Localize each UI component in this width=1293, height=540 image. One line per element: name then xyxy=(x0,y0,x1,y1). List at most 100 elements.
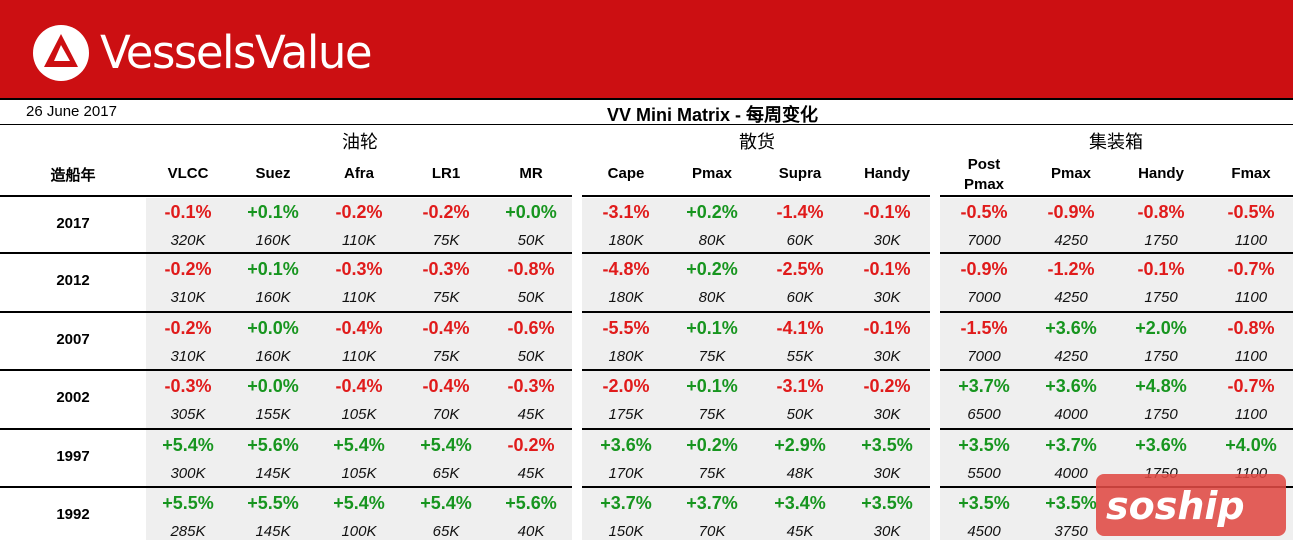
row-separator xyxy=(582,369,930,371)
change-pct: -0.5% xyxy=(1227,202,1275,222)
change-pct: +0.1% xyxy=(686,318,738,338)
vessel-value: 30K xyxy=(873,406,901,423)
column-header: Pmax xyxy=(1050,165,1092,182)
change-pct: -3.1% xyxy=(602,202,650,222)
vessel-value: 70K xyxy=(698,523,726,540)
change-pct: +5.6% xyxy=(247,435,299,455)
vessel-value: 4500 xyxy=(967,523,1001,540)
column-header: Afra xyxy=(343,165,374,182)
vessel-value: 310K xyxy=(170,289,206,306)
vessel-value: 1100 xyxy=(1234,232,1268,249)
vessel-value: 50K xyxy=(517,348,545,365)
row-separator xyxy=(0,369,572,371)
change-pct: -1.5% xyxy=(960,318,1008,338)
change-pct: +3.6% xyxy=(1045,376,1097,396)
change-pct: -0.1% xyxy=(863,202,911,222)
column-header: Cape xyxy=(607,165,645,182)
vessel-value: 30K xyxy=(873,289,901,306)
vessel-value: 1100 xyxy=(1234,348,1268,365)
vessel-value: 60K xyxy=(786,289,814,306)
row-year: 1997 xyxy=(56,448,90,465)
change-pct: +0.0% xyxy=(505,202,557,222)
row-separator xyxy=(582,311,930,313)
change-pct: -0.2% xyxy=(507,435,555,455)
vessel-value: 105K xyxy=(341,465,377,482)
change-pct: +5.5% xyxy=(162,493,214,513)
row-separator xyxy=(0,486,572,488)
change-pct: +5.4% xyxy=(420,493,472,513)
change-pct: +3.5% xyxy=(861,435,913,455)
change-pct: +3.5% xyxy=(958,435,1010,455)
vessel-value: 30K xyxy=(873,232,901,249)
vessel-value: 285K xyxy=(170,523,206,540)
vessel-value: 4250 xyxy=(1054,232,1088,249)
row-separator xyxy=(582,195,930,197)
change-pct: +4.8% xyxy=(1135,376,1187,396)
brand-name: VesselsValue xyxy=(100,26,373,79)
change-pct: -0.7% xyxy=(1227,376,1275,396)
column-header: LR1 xyxy=(431,165,461,182)
vessel-value: 110K xyxy=(342,289,376,306)
vessel-value: 105K xyxy=(341,406,377,423)
change-pct: +3.6% xyxy=(1135,435,1187,455)
vessel-value: 145K xyxy=(255,465,291,482)
change-pct: +0.1% xyxy=(686,376,738,396)
change-pct: +4.0% xyxy=(1225,435,1277,455)
change-pct: -2.0% xyxy=(602,376,650,396)
change-pct: -3.1% xyxy=(776,376,824,396)
vessel-value: 1750 xyxy=(1144,232,1178,249)
change-pct: +5.4% xyxy=(333,435,385,455)
column-header: Pmax xyxy=(691,165,733,182)
change-pct: +5.5% xyxy=(247,493,299,513)
vessel-value: 5500 xyxy=(967,465,1001,482)
vessel-value: 310K xyxy=(170,348,206,365)
vessel-value: 48K xyxy=(786,465,814,482)
change-pct: -0.7% xyxy=(1227,259,1275,279)
vessel-value: 150K xyxy=(608,523,644,540)
vessel-value: 65K xyxy=(432,523,460,540)
change-pct: +0.0% xyxy=(247,376,299,396)
change-pct: -0.1% xyxy=(1137,259,1185,279)
vessel-value: 110K xyxy=(342,232,376,249)
change-pct: -0.2% xyxy=(164,259,212,279)
group-header: 油轮 xyxy=(342,132,378,152)
vessel-value: 70K xyxy=(432,406,460,423)
column-header: Handy xyxy=(1138,165,1184,182)
change-pct: +5.4% xyxy=(333,493,385,513)
change-pct: -4.1% xyxy=(776,318,824,338)
group-header: 集装箱 xyxy=(1089,132,1143,152)
vessel-value: 75K xyxy=(698,406,726,423)
vessel-value: 80K xyxy=(698,232,726,249)
column-header: Fmax xyxy=(1231,165,1271,182)
vessel-value: 4000 xyxy=(1054,406,1088,423)
vessel-value: 1750 xyxy=(1144,348,1178,365)
year-column-header: 造船年 xyxy=(50,167,96,184)
vessel-value: 180K xyxy=(608,348,644,365)
change-pct: +3.4% xyxy=(774,493,826,513)
vessel-value: 155K xyxy=(255,406,291,423)
change-pct: +5.4% xyxy=(162,435,214,455)
report-date: 26 June 2017 xyxy=(26,103,117,120)
vessel-value: 75K xyxy=(432,289,460,306)
change-pct: -0.2% xyxy=(164,318,212,338)
vessel-value: 30K xyxy=(873,523,901,540)
vessel-value: 75K xyxy=(698,348,726,365)
vessel-value: 75K xyxy=(432,232,460,249)
change-pct: +3.7% xyxy=(958,376,1010,396)
vessel-value: 65K xyxy=(432,465,460,482)
change-pct: -0.5% xyxy=(960,202,1008,222)
change-pct: -5.5% xyxy=(602,318,650,338)
change-pct: -0.1% xyxy=(164,202,212,222)
row-year: 2002 xyxy=(56,389,90,406)
change-pct: -0.1% xyxy=(863,259,911,279)
change-pct: -0.1% xyxy=(863,318,911,338)
title-rule xyxy=(0,124,1293,125)
change-pct: +0.2% xyxy=(686,202,738,222)
row-separator xyxy=(0,252,572,254)
change-pct: -0.4% xyxy=(335,318,383,338)
column-header: Supra xyxy=(778,165,822,182)
vessel-value: 100K xyxy=(341,523,377,540)
vessel-value: 40K xyxy=(517,523,545,540)
vessel-value: 175K xyxy=(608,406,644,423)
vessel-value: 50K xyxy=(517,232,545,249)
